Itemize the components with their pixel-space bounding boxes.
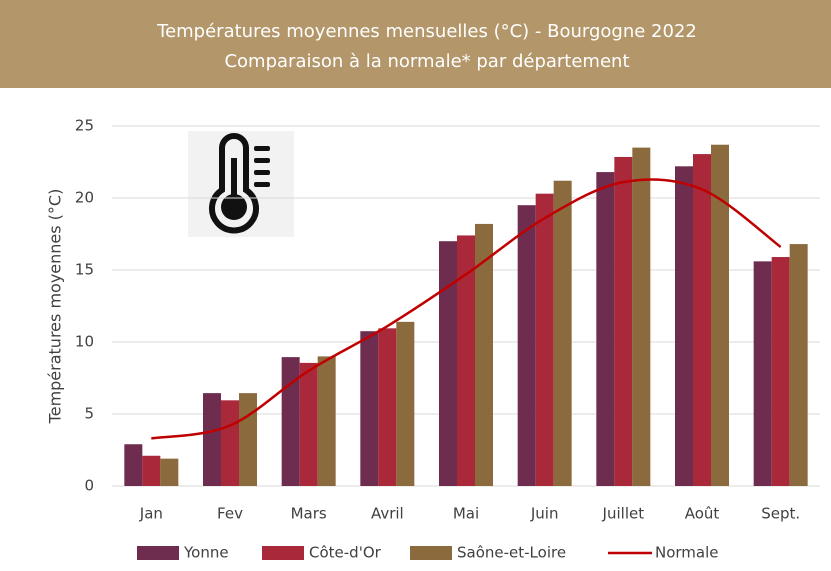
legend-swatch [137, 546, 179, 560]
y-tick-label: 0 [84, 477, 94, 495]
bar [553, 180, 572, 486]
bar [771, 257, 790, 486]
chart-title: Températures moyennes mensuelles (°C) - … [156, 21, 697, 42]
x-tick-label: Juillet [602, 505, 645, 523]
bar [711, 144, 729, 486]
y-tick-label: 15 [75, 261, 94, 279]
bar [614, 156, 633, 486]
thermometer-icon [188, 131, 294, 237]
x-tick-label: Avril [371, 505, 404, 523]
bar [378, 328, 397, 486]
x-tick-label: Fev [217, 505, 243, 523]
bar [439, 241, 457, 486]
bar [789, 244, 808, 486]
x-tick-label: Sept. [761, 505, 800, 523]
bar [475, 223, 493, 487]
y-tick-label: 10 [75, 333, 94, 351]
legend-swatch [410, 546, 452, 560]
legend-label: Normale [655, 544, 719, 562]
bar [281, 357, 300, 486]
bar [596, 172, 615, 486]
chart-subtitle: Comparaison à la normale* par départemen… [224, 51, 629, 72]
legend-label: Yonne [183, 544, 229, 562]
bar [396, 321, 415, 486]
legend-swatch [262, 546, 304, 560]
x-tick-label: Mai [453, 505, 479, 523]
x-tick-label: Août [685, 505, 720, 523]
bar [535, 193, 554, 486]
bar [142, 455, 161, 486]
legend-label: Côte-d'Or [309, 544, 382, 562]
y-axis-label: Températures moyennes (°C) [46, 189, 65, 425]
x-tick-label: Mars [291, 505, 327, 523]
bar [675, 166, 693, 486]
line [151, 178, 782, 440]
bar [124, 444, 143, 486]
y-tick-label: 20 [75, 189, 94, 207]
bar [360, 331, 379, 486]
bar [693, 154, 711, 486]
y-tick-label: 5 [84, 405, 94, 423]
bar [517, 205, 536, 486]
bar [239, 393, 257, 486]
bar [160, 458, 179, 486]
bar [632, 147, 651, 486]
y-tick-label: 25 [75, 117, 94, 135]
bar [221, 400, 239, 486]
legend-label: Saône-et-Loire [457, 544, 566, 562]
bar [457, 235, 475, 486]
x-tick-label: Juin [530, 505, 559, 523]
x-tick-label: Jan [139, 505, 163, 523]
bar [203, 393, 221, 486]
bar [753, 261, 772, 486]
title-banner [0, 0, 831, 88]
bar [299, 362, 318, 486]
bar [317, 356, 336, 486]
